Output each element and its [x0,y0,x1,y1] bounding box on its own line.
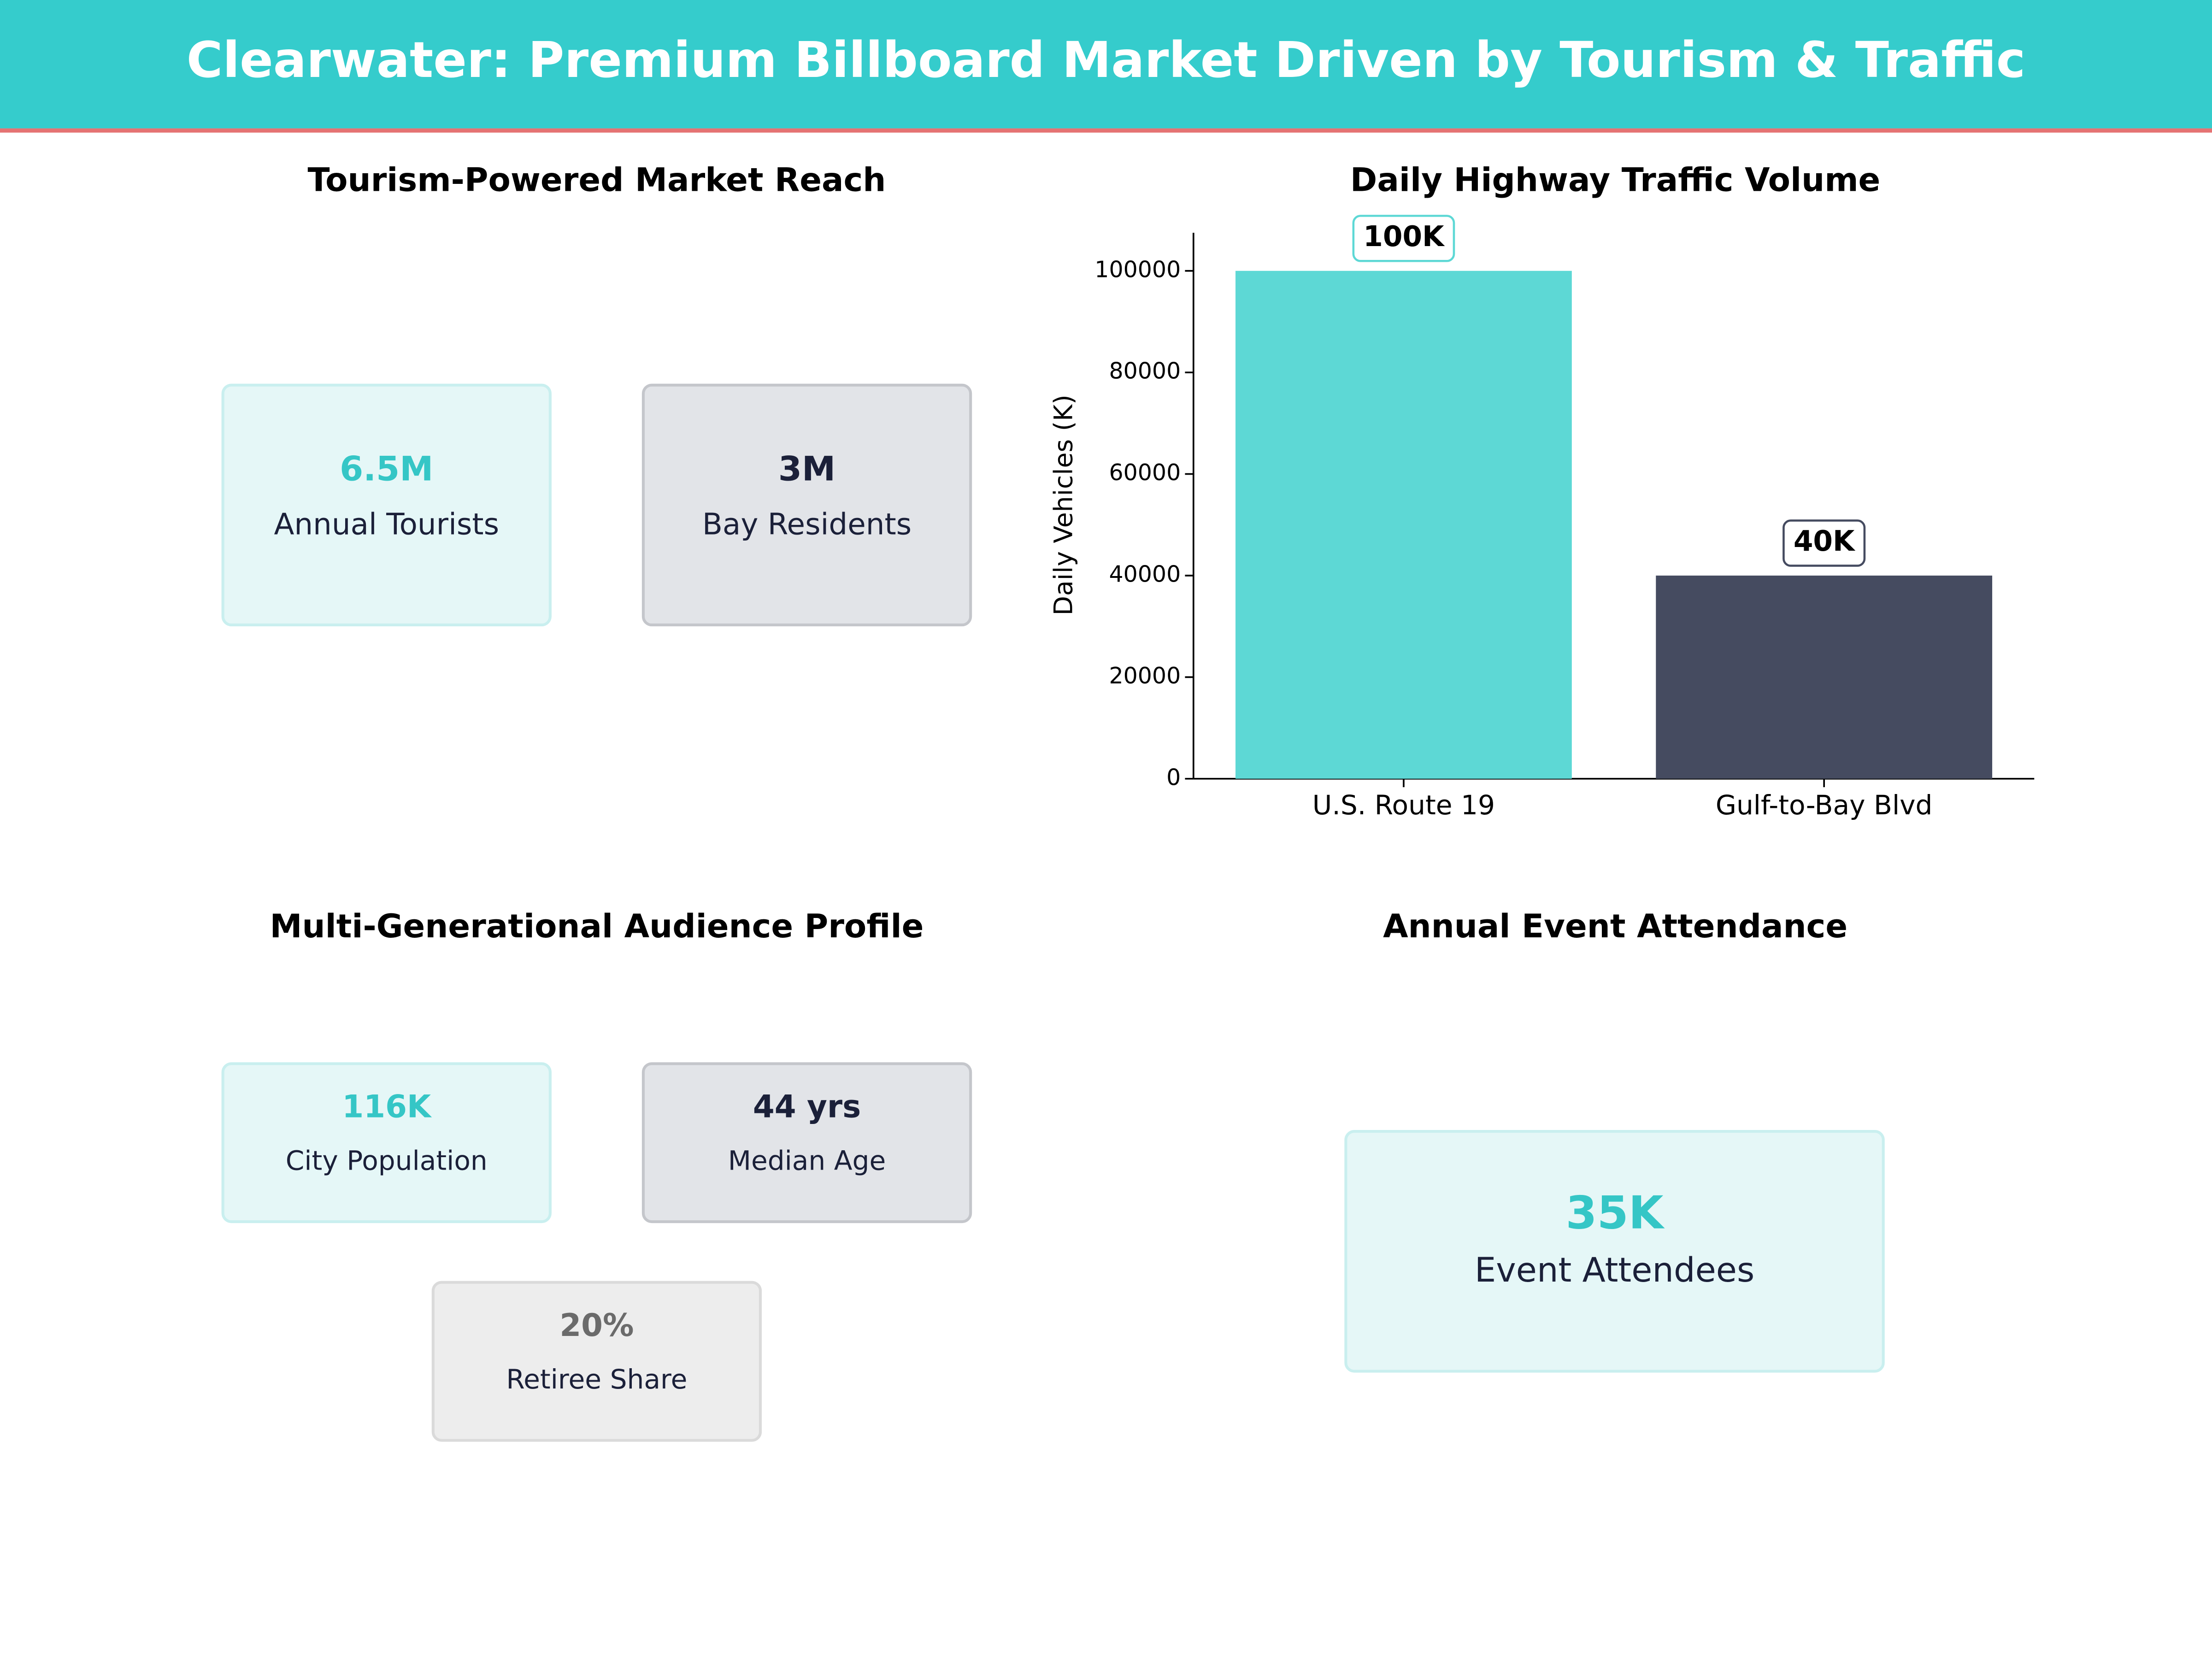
y-tick-label: 0 [1166,764,1181,790]
kpi-label: Event Attendees [1475,1251,1754,1290]
kpi-label: Retiree Share [506,1364,687,1395]
bar [1235,271,1572,779]
panel-title: Annual Event Attendance [1383,907,1847,945]
kpi-label: City Population [286,1145,488,1177]
kpi-card [221,1062,552,1224]
value-label: 100K [1363,220,1445,253]
kpi-label: Median Age [728,1145,886,1177]
value-label-box [1352,215,1455,262]
value-label: 40K [1794,525,1856,558]
kpi-value: 3M [778,449,835,488]
kpi-value: 20% [559,1307,634,1343]
kpi-value: 35K [1565,1187,1665,1240]
x-tick-label: U.S. Route 19 [1312,789,1495,821]
kpi-card [641,1062,972,1224]
y-tick-label: 100000 [1094,256,1181,282]
header-rule [0,128,2212,133]
kpi-value: 116K [342,1088,432,1125]
kpi-card [431,1281,762,1442]
y-axis-label: Daily Vehicles (K) [1048,394,1078,615]
kpi-value: 6.5M [340,449,433,488]
header-band [0,0,2212,129]
bar [1656,575,1993,779]
panel-title: Multi-Generational Audience Profile [270,907,924,945]
value-label-box [1783,519,1866,567]
kpi-card [221,383,552,627]
kpi-label: Bay Residents [702,507,912,541]
page-title: Clearwater: Premium Billboard Market Dri… [187,32,2026,89]
kpi-card [641,383,972,627]
chart-title: Daily Highway Traffic Volume [1350,161,1880,199]
panel-title: Tourism-Powered Market Reach [307,161,886,199]
kpi-value: 44 yrs [753,1088,861,1125]
x-tick-label: Gulf-to-Bay Blvd [1716,789,1933,821]
y-tick-label: 40000 [1109,561,1181,587]
y-tick-label: 20000 [1109,663,1181,689]
y-tick-label: 60000 [1109,459,1181,486]
kpi-card [1344,1130,1885,1373]
kpi-label: Annual Tourists [274,507,499,541]
y-tick-label: 80000 [1109,358,1181,384]
